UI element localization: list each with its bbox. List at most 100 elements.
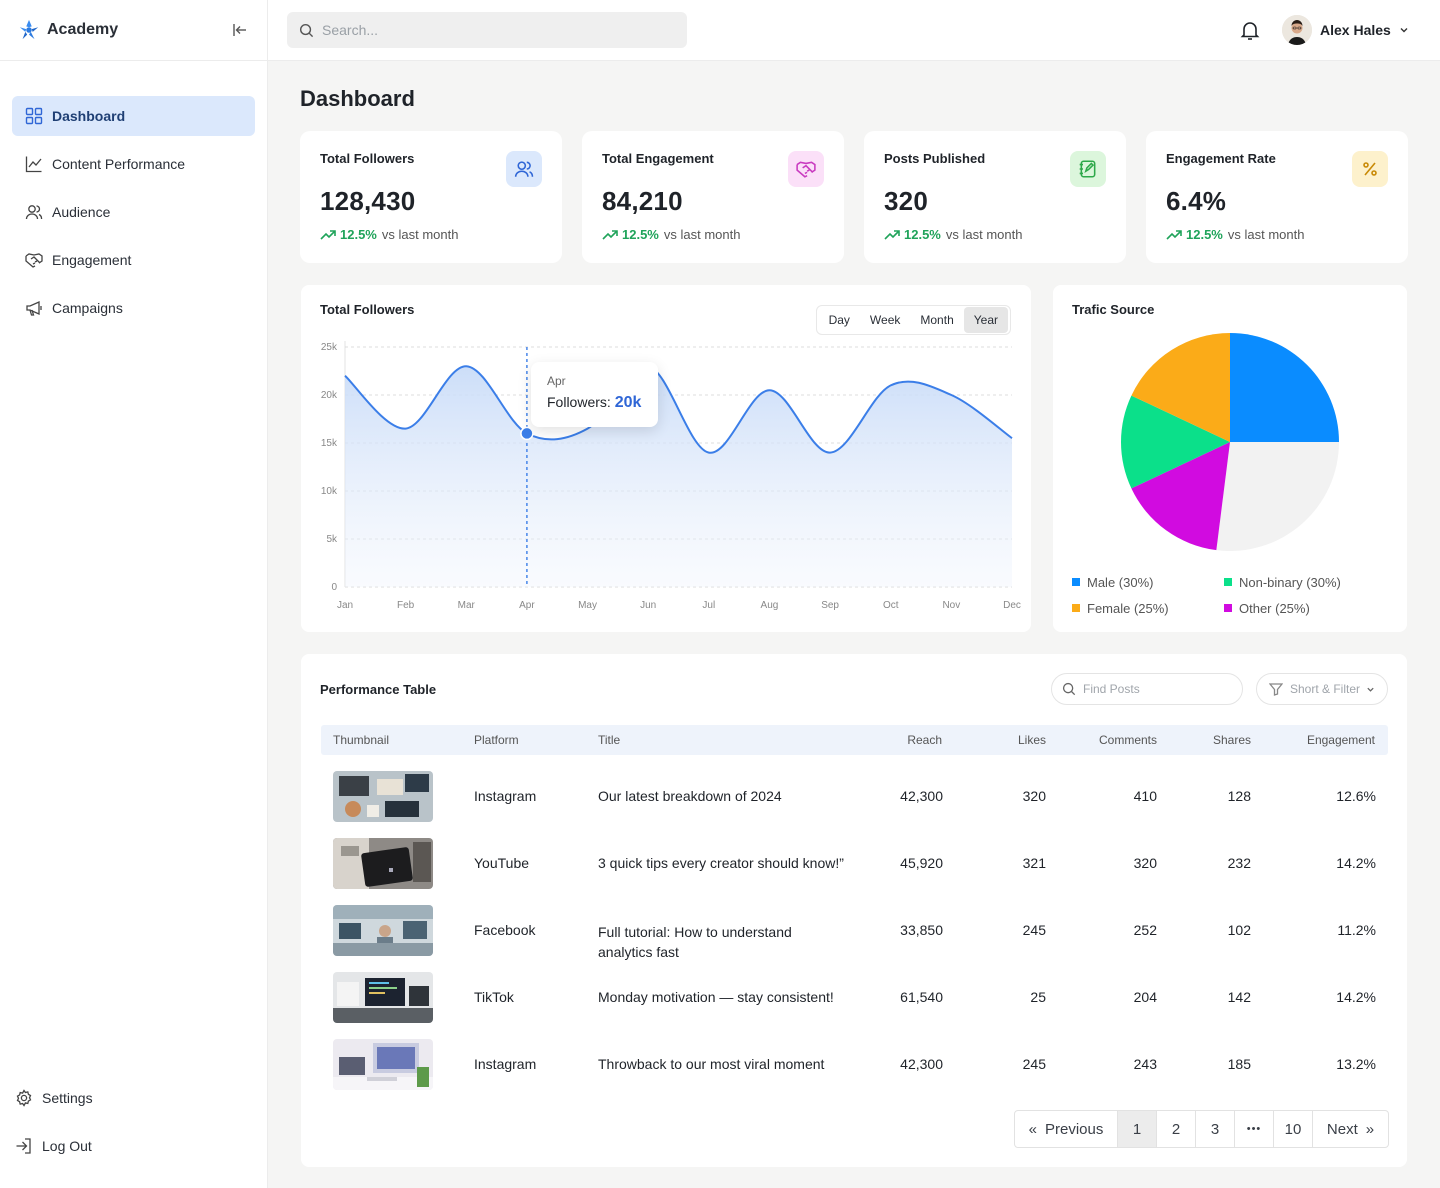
period-month-button[interactable]: Month [920, 313, 954, 327]
y-tick-label: 0 [331, 582, 337, 593]
x-tick-label: Apr [519, 600, 535, 611]
performance-table-card: Performance Table Short & Filter Thumbna… [301, 654, 1407, 1167]
pie-slice-other[interactable] [1131, 442, 1230, 551]
table-row[interactable]: YouTube 3 quick tips every creator shoul… [321, 838, 1388, 890]
stat-pct: 12.5% [340, 227, 377, 242]
table-row[interactable]: Instagram Throwback to our most viral mo… [321, 1039, 1388, 1091]
hover-marker[interactable] [520, 426, 534, 441]
find-posts-input[interactable] [1083, 682, 1223, 696]
col-engagement: Engagement [1306, 733, 1375, 747]
traffic-pie-chart [1121, 333, 1339, 551]
x-tick-label: Jul [702, 600, 715, 611]
chevron-down-icon [1400, 28, 1408, 33]
y-tick-label: 5k [326, 534, 338, 545]
collapse-sidebar-icon[interactable] [231, 21, 249, 39]
sidebar-item-label: Dashboard [52, 108, 126, 124]
period-toggle: Day Week Month Year [815, 305, 1011, 335]
tooltip-value: 20k [614, 394, 642, 411]
x-tick-label: Jan [337, 600, 353, 611]
cell-likes: 320 [1022, 788, 1046, 804]
previous-page-button[interactable]: « Previous [1015, 1111, 1118, 1147]
cell-reach: 33,850 [900, 922, 943, 938]
chart-tooltip: Apr Followers: 20k [531, 362, 658, 427]
cell-likes: 245 [1022, 1056, 1046, 1072]
stat-value: 6.4% [1166, 186, 1227, 216]
x-tick-label: Aug [761, 600, 779, 611]
table-row[interactable]: Facebook Full tutorial: How to understan… [321, 905, 1388, 965]
page-10-button[interactable]: 10 [1274, 1111, 1313, 1147]
sidebar-item-settings[interactable]: Settings [12, 1078, 255, 1118]
sidebar-item-audience[interactable]: Audience [12, 192, 255, 232]
legend-label: Other (25%) [1239, 600, 1310, 616]
stat-label: Engagement Rate [1166, 151, 1276, 166]
bell-icon[interactable] [1238, 18, 1262, 42]
thumbnail-image [333, 972, 433, 1023]
stat-label: Total Engagement [602, 151, 714, 166]
cell-comments: 252 [1133, 922, 1157, 938]
period-week-button[interactable]: Week [869, 313, 901, 327]
cell-shares: 128 [1227, 788, 1251, 804]
search-input[interactable] [322, 22, 662, 38]
user-name: Alex Hales [1320, 22, 1391, 38]
legend-label: Female (25%) [1087, 600, 1169, 616]
sidebar-nav: Dashboard Content Performance Audience E… [0, 61, 267, 328]
sidebar-item-campaigns[interactable]: Campaigns [12, 288, 255, 328]
legend-item-other: Other (25%) [1224, 595, 1376, 621]
x-tick-label: Feb [397, 600, 415, 611]
period-day-button[interactable]: Day [828, 313, 850, 327]
table-row[interactable]: TikTok Monday motivation — stay consiste… [321, 972, 1388, 1024]
legend-label: Male (30%) [1087, 574, 1154, 590]
chart-title: Total Followers [320, 302, 415, 317]
period-year-button[interactable]: Year [963, 307, 1008, 333]
pie-slice-blank[interactable] [1216, 442, 1339, 551]
stat-card-posts-published: Posts Published 320 12.5% vs last month [864, 131, 1126, 263]
traffic-source-card: Trafic Source Male (30%) Non-binary (30%… [1053, 285, 1407, 632]
sort-filter-button[interactable]: Short & Filter [1256, 673, 1388, 705]
page-3-button[interactable]: 3 [1196, 1111, 1235, 1147]
sidebar-item-content-performance[interactable]: Content Performance [12, 144, 255, 184]
stat-value: 84,210 [602, 186, 683, 216]
gear-icon [14, 1088, 34, 1108]
pie-slice-female[interactable] [1131, 333, 1230, 442]
stat-card-total-followers: Total Followers 128,430 12.5% vs last mo… [300, 131, 562, 263]
x-tick-label: May [578, 600, 597, 611]
users-icon [506, 151, 542, 187]
legend-swatch [1224, 604, 1232, 612]
legend-swatch [1072, 604, 1080, 612]
col-title: Title [598, 733, 621, 747]
sidebar-item-engagement[interactable]: Engagement [12, 240, 255, 280]
stat-pct: 12.5% [622, 227, 659, 242]
brand: Academy [0, 0, 267, 61]
stat-card-engagement-rate: Engagement Rate 6.4% 12.5% vs last month [1146, 131, 1408, 263]
previous-label: Previous [1044, 1120, 1104, 1138]
page-2-button[interactable]: 2 [1157, 1111, 1196, 1147]
cell-likes: 25 [1030, 989, 1046, 1005]
avatar [1282, 15, 1312, 45]
page-1-button[interactable]: 1 [1118, 1111, 1157, 1147]
thumbnail-image [333, 838, 433, 889]
pie-slice-male[interactable] [1230, 333, 1339, 442]
find-posts-box [1051, 673, 1243, 705]
next-page-button[interactable]: Next » [1313, 1111, 1388, 1147]
cell-title: Monday motivation — stay consistent! [598, 989, 834, 1005]
megaphone-icon [24, 298, 44, 318]
x-tick-label: Oct [883, 600, 899, 611]
trend-up-icon [1166, 229, 1182, 240]
followers-series-line [344, 365, 1013, 454]
sidebar-item-label: Campaigns [52, 300, 123, 316]
sidebar-item-logout[interactable]: Log Out [12, 1126, 255, 1166]
sidebar-item-dashboard[interactable]: Dashboard [12, 96, 255, 136]
table-header: Thumbnail Platform Title Reach Likes Com… [321, 725, 1388, 755]
filter-icon [1269, 683, 1283, 696]
table-title: Performance Table [320, 682, 437, 697]
sidebar: Academy Dashboard Content Performance Au… [0, 0, 268, 1188]
table-row[interactable]: Instagram Our latest breakdown of 2024 4… [321, 771, 1388, 823]
brand-name: Academy [47, 21, 119, 38]
legend-item-male: Male (30%) [1072, 569, 1224, 595]
pie-slice-non-binary[interactable] [1121, 395, 1230, 489]
stat-suffix: vs last month [945, 227, 1023, 242]
cell-engagement: 12.6% [1336, 788, 1376, 804]
legend-label: Non-binary (30%) [1239, 574, 1341, 590]
col-likes: Likes [1017, 733, 1046, 747]
user-menu[interactable]: Alex Hales [1282, 14, 1409, 46]
